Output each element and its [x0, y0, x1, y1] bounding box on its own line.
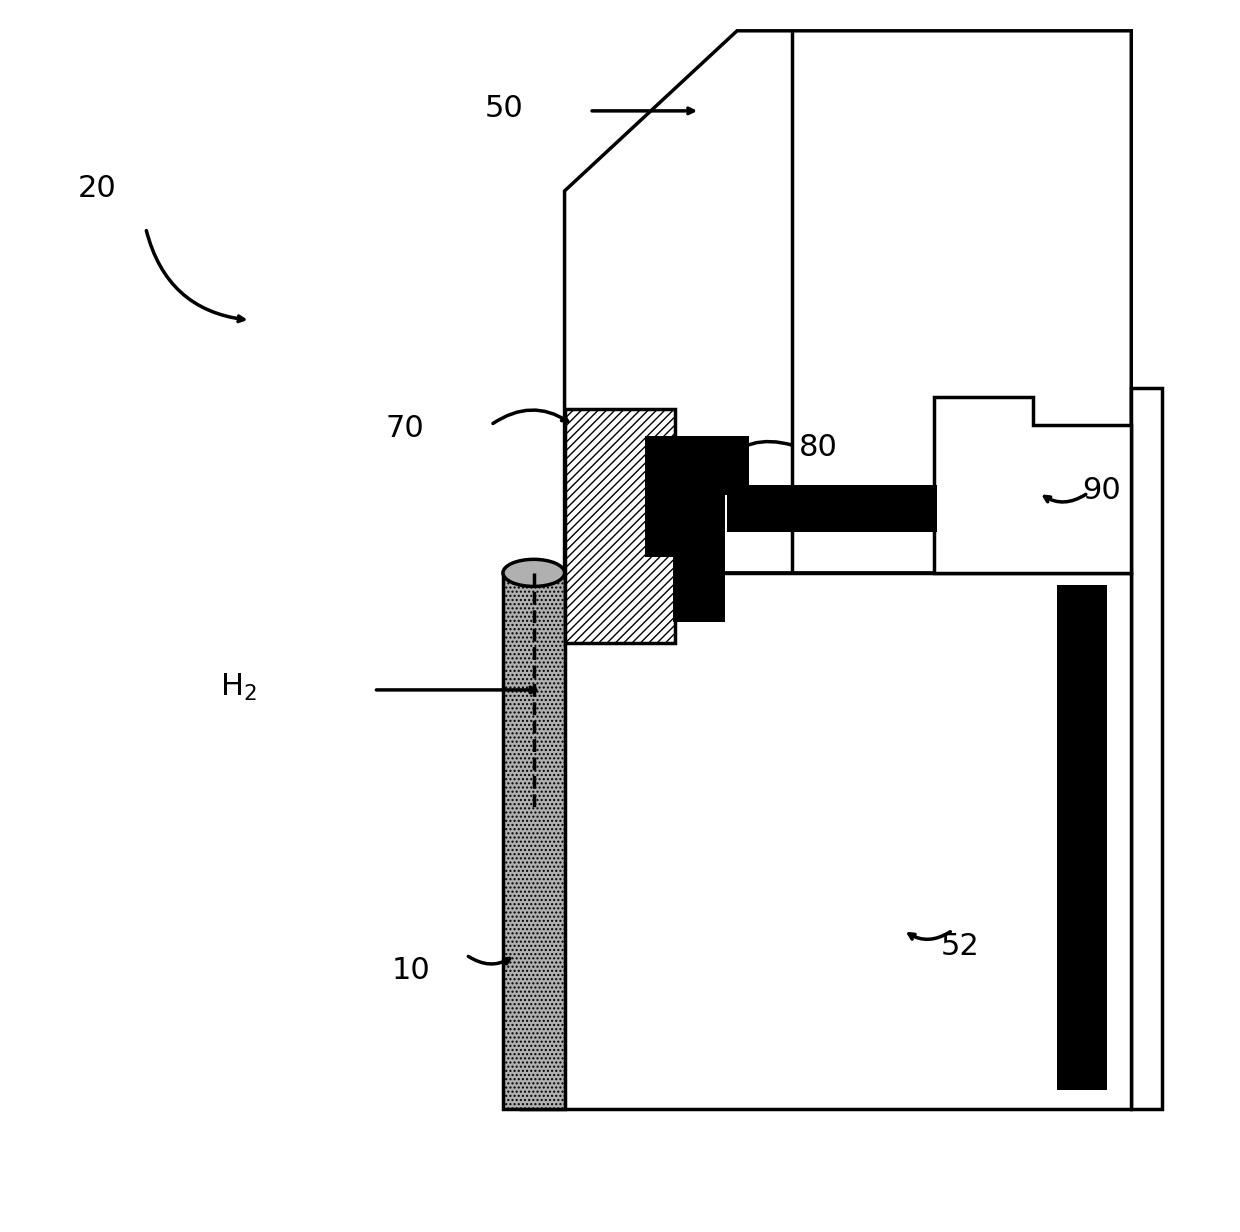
- Text: 50: 50: [485, 94, 523, 123]
- Polygon shape: [934, 397, 1131, 573]
- Bar: [1131, 388, 1162, 1109]
- Bar: [522, 573, 1131, 1109]
- Polygon shape: [564, 31, 1131, 573]
- Ellipse shape: [503, 559, 564, 586]
- Text: 70: 70: [386, 414, 424, 444]
- Bar: [564, 409, 676, 643]
- Text: H$_2$: H$_2$: [219, 673, 257, 703]
- Text: 10: 10: [392, 956, 430, 986]
- Bar: [673, 489, 724, 622]
- Text: 20: 20: [78, 174, 117, 203]
- Bar: [645, 436, 749, 495]
- Text: 90: 90: [1083, 476, 1121, 505]
- Bar: [503, 573, 564, 1109]
- Bar: [727, 485, 936, 532]
- Text: 52: 52: [940, 931, 980, 961]
- Bar: [1058, 585, 1106, 1090]
- Text: 80: 80: [799, 432, 837, 462]
- Bar: [645, 495, 673, 557]
